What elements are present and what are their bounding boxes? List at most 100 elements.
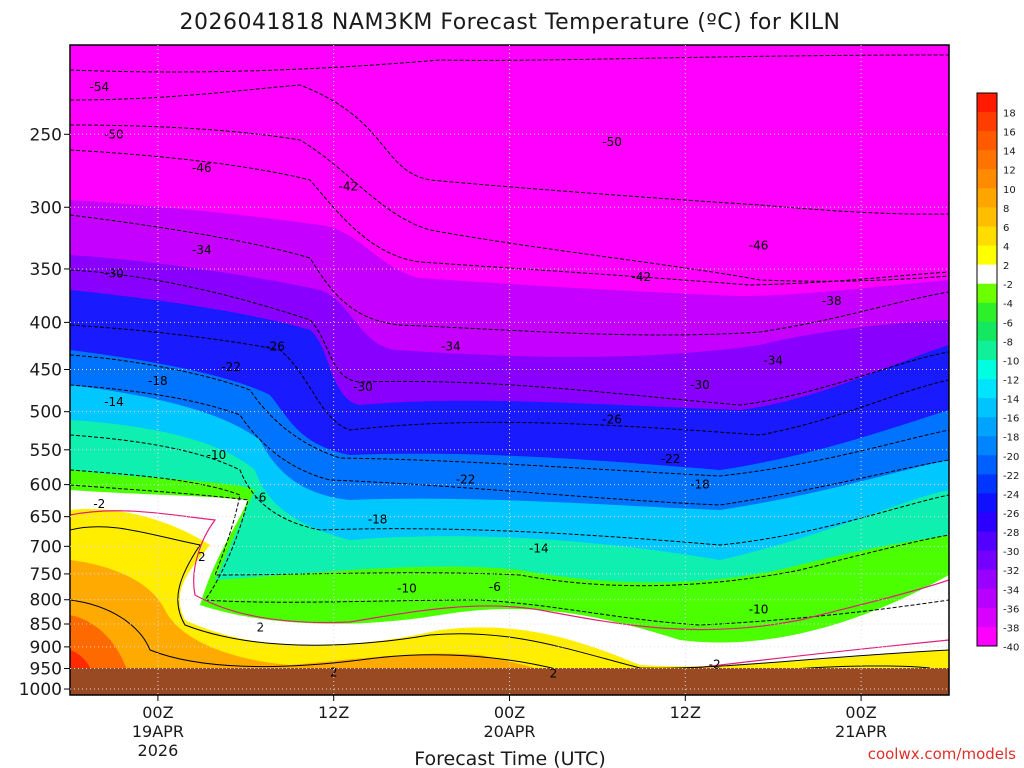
contour-label: -18 <box>368 513 388 527</box>
y-tick-label: 250 <box>30 125 62 145</box>
colorbar-swatch <box>977 607 997 628</box>
colorbar-swatch <box>977 207 997 227</box>
y-tick-label: 950 <box>30 660 62 680</box>
credit-text: coolwx.com/models <box>868 745 1016 763</box>
colorbar-swatch <box>977 169 997 189</box>
x-tick-label: 12Z <box>318 703 349 722</box>
colorbar-swatch <box>977 626 997 647</box>
colorbar-swatch <box>977 569 997 590</box>
colorbar-swatch <box>977 340 997 361</box>
y-tick-label: 750 <box>30 565 62 585</box>
x-tick-label: 21APR <box>835 722 887 741</box>
contour-label: -42 <box>339 180 359 194</box>
contour-label: -10 <box>207 448 227 462</box>
contour-label: -42 <box>632 270 652 284</box>
colorbar-label: -4 <box>1003 299 1013 310</box>
contour-label: -6 <box>489 580 501 594</box>
colorbar-frame <box>976 92 998 647</box>
contour-label: -54 <box>89 80 109 94</box>
colorbar-label: -34 <box>1003 585 1019 596</box>
contour-label: -18 <box>148 374 168 388</box>
colorbar-label: 4 <box>1003 242 1009 253</box>
contour-label: -46 <box>749 238 769 252</box>
colorbar-label: 2 <box>1003 261 1009 272</box>
contour-label: 2 <box>198 550 206 564</box>
y-tick-label: 600 <box>30 476 62 496</box>
x-tick-label: 00Z <box>845 703 876 722</box>
y-tick-label: 850 <box>30 615 62 635</box>
contour-label: -38 <box>822 294 842 308</box>
colorbar-swatch <box>977 455 997 475</box>
colorbar-label: -40 <box>1003 642 1019 653</box>
near-zero-white-band <box>70 490 949 695</box>
contour-label: -10 <box>749 603 769 617</box>
chart-title: 2026041818 NAM3KM Forecast Temperature (… <box>179 10 840 35</box>
x-tick-label: 00Z <box>142 703 173 722</box>
grid-lines <box>70 45 949 695</box>
colorbar-swatch <box>977 131 997 151</box>
colorbar-label: -22 <box>1003 471 1019 482</box>
contour-label: -22 <box>456 472 476 486</box>
contour-label: -2 <box>93 497 105 511</box>
y-tick-label: 450 <box>30 361 62 381</box>
contour-label: -10 <box>397 582 417 596</box>
colorbar-label: 16 <box>1003 128 1016 139</box>
contour-label: -2 <box>709 657 721 671</box>
colorbar-label: -12 <box>1003 376 1019 387</box>
y-tick-label: 900 <box>30 638 62 658</box>
orange-warm-layer <box>70 560 600 695</box>
contour-label: -14 <box>104 395 124 409</box>
y-tick-label: 1000 <box>19 680 62 700</box>
contour-label: -34 <box>763 354 783 368</box>
contour-label: -34 <box>192 243 212 257</box>
y-tick-label: 350 <box>30 260 62 280</box>
colorbar-label: -32 <box>1003 566 1019 577</box>
colorbar-swatch <box>977 283 997 304</box>
colorbar-swatch <box>977 512 997 533</box>
colorbar-label: -28 <box>1003 528 1019 539</box>
contour-label: -46 <box>192 161 212 175</box>
contour-label: -30 <box>690 378 710 392</box>
colorbar-swatch <box>977 417 997 437</box>
contour-labels: -54 -50 -46 -42 -50 -46 -42 -38 -34 -30 -34 -34 -26 -… <box>89 80 841 681</box>
colorbar-label: -2 <box>1003 280 1013 291</box>
contour-label: -26 <box>265 340 285 354</box>
colorbar-label: -20 <box>1003 452 1019 463</box>
y-tick-label: 400 <box>30 313 62 333</box>
x-tick-label: 00Z <box>494 703 525 722</box>
colorbar-swatch <box>977 531 997 552</box>
y-tick-label: 700 <box>30 537 62 557</box>
colorbar-swatch <box>977 359 997 380</box>
colorbar-swatch <box>977 226 997 247</box>
contour-label: -50 <box>104 127 124 141</box>
colorbar: 18 16 14 12 10 8 6 4 2 -2 -4 -6 -8 -10 -12 -14 -16 -18 -20… <box>976 92 1019 653</box>
colorbar-swatch <box>977 112 997 132</box>
colorbar-label: -8 <box>1003 337 1013 348</box>
colorbar-swatch <box>977 302 997 323</box>
x-tick-label: 20APR <box>483 722 535 741</box>
colorbar-swatch <box>977 588 997 609</box>
colorbar-label: -10 <box>1003 356 1019 367</box>
colorbar-label: 18 <box>1003 109 1016 120</box>
colorbar-swatch <box>977 245 997 266</box>
x-tick-label: 12Z <box>670 703 701 722</box>
colorbar-swatch <box>977 398 997 418</box>
colorbar-swatch <box>977 550 997 571</box>
colorbar-swatch <box>977 188 997 208</box>
y-tick-label: 800 <box>30 591 62 611</box>
colorbar-label: -14 <box>1003 395 1019 406</box>
colorbar-label: -30 <box>1003 547 1019 558</box>
contour-label: 2 <box>550 667 558 681</box>
contour-label: -34 <box>441 340 461 354</box>
colorbar-swatch <box>977 379 997 399</box>
contour-label: -22 <box>221 360 241 374</box>
y-tick-label: 650 <box>30 508 62 528</box>
colorbar-swatch <box>977 436 997 456</box>
x-tick-label: 19APR <box>132 722 184 741</box>
y-tick-label: 300 <box>30 198 62 218</box>
x-tick-label: 2026 <box>138 741 179 760</box>
y-axis-ticks: 250 300 350 400 450 500 550 600 650 700 750 800 850 9… <box>19 125 70 700</box>
colorbar-label: 8 <box>1003 204 1009 215</box>
